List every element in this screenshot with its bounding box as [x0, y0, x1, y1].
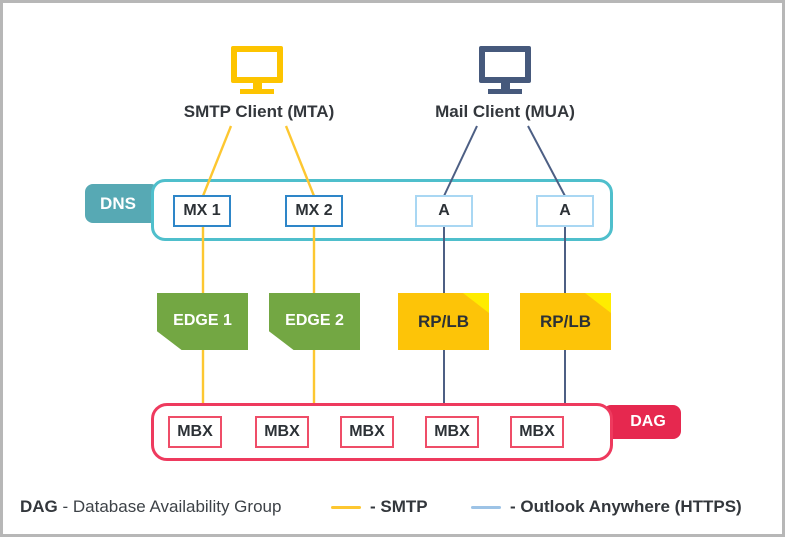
- reverse-proxy-lb-label: RP/LB: [540, 311, 591, 331]
- monitor-base: [488, 89, 522, 94]
- monitor-base: [240, 89, 274, 94]
- dns-record-mx2: MX 2: [285, 195, 343, 227]
- dns-record-mx1: MX 1: [173, 195, 231, 227]
- mail-client-label: Mail Client (MUA): [435, 102, 575, 121]
- legend-https-line-swatch: [471, 506, 501, 509]
- dns-badge: DNS: [85, 184, 159, 223]
- folded-corner: [585, 293, 611, 313]
- legend-dag-term: DAG: [20, 497, 58, 516]
- mailbox-server-4: MBX: [425, 416, 479, 448]
- monitor-neck: [500, 83, 510, 89]
- legend-smtp-line-swatch: [331, 506, 361, 509]
- legend-dag-entry: DAG - Database Availability Group: [20, 497, 281, 517]
- mailbox-server-2: MBX: [255, 416, 309, 448]
- mailbox-server-5: MBX: [510, 416, 564, 448]
- smtp-client-label: SMTP Client (MTA): [183, 102, 335, 121]
- dns-record-a2: A: [536, 195, 594, 227]
- reverse-proxy-lb-2: RP/LB: [520, 293, 611, 350]
- dag-badge: DAG: [603, 405, 681, 439]
- edge-server-1: EDGE 1: [157, 293, 248, 350]
- edge-server-2: EDGE 2: [269, 293, 360, 350]
- legend-https-label: - Outlook Anywhere (HTTPS): [510, 497, 742, 516]
- reverse-proxy-lb-1: RP/LB: [398, 293, 489, 350]
- mailbox-server-3: MBX: [340, 416, 394, 448]
- monitor-neck: [252, 83, 262, 89]
- monitor-screen: [231, 46, 283, 83]
- reverse-proxy-lb-label: RP/LB: [418, 311, 469, 331]
- legend-smtp-label: - SMTP: [370, 497, 428, 516]
- folded-corner: [463, 293, 489, 313]
- legend-dag-description: - Database Availability Group: [62, 497, 282, 516]
- mailbox-server-1: MBX: [168, 416, 222, 448]
- mail-client-monitor-icon: [479, 46, 531, 94]
- dns-record-a1: A: [415, 195, 473, 227]
- monitor-screen: [479, 46, 531, 83]
- smtp-client-monitor-icon: [231, 46, 283, 94]
